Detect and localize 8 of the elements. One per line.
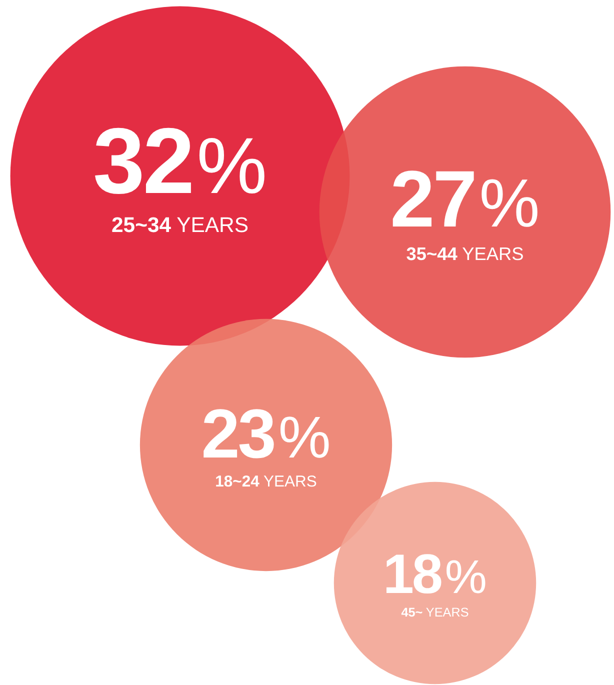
data-label: 27% <box>390 154 540 244</box>
category-label: 25~34 YEARS <box>112 214 248 238</box>
data-label: 23% <box>201 394 331 473</box>
category-label: 45~ YEARS <box>401 605 469 620</box>
category-label: 35~44 YEARS <box>406 244 524 264</box>
category-label: 18~24 YEARS <box>215 474 317 491</box>
data-label: 32% <box>92 108 268 213</box>
data-label: 18% <box>383 543 487 606</box>
